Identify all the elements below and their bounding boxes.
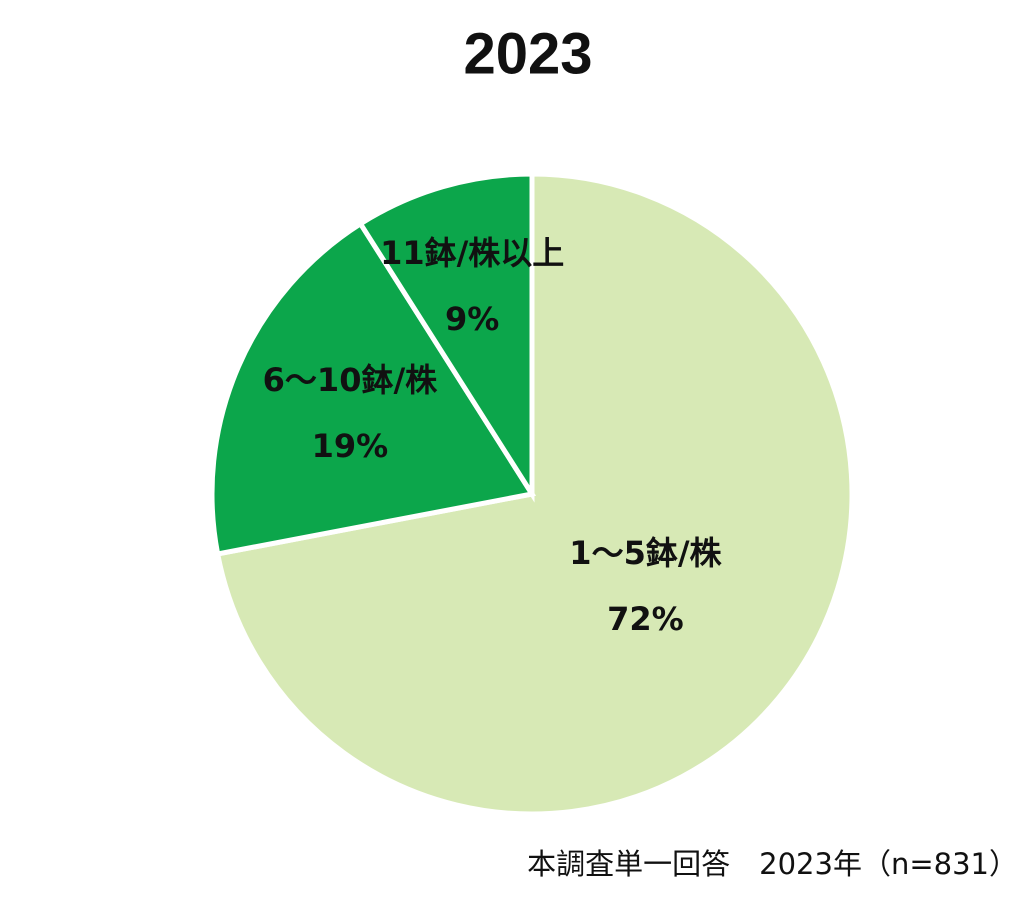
pie-slice: [357, 171, 535, 503]
slice-category-label: 11鉢/株以上: [380, 234, 564, 272]
slice-value-label: 9%: [445, 300, 499, 338]
slice-category-label: 6～10鉢/株: [263, 361, 438, 399]
slice-category-label: 1～5鉢/株: [569, 534, 722, 572]
slice-value-label: 72%: [607, 600, 684, 638]
chart-title: 2023: [463, 21, 592, 86]
footnote: 本調査単一回答 2023年（n=831）: [527, 847, 1018, 881]
slice-value-label: 19%: [312, 427, 389, 465]
pie-slice: [209, 220, 537, 557]
